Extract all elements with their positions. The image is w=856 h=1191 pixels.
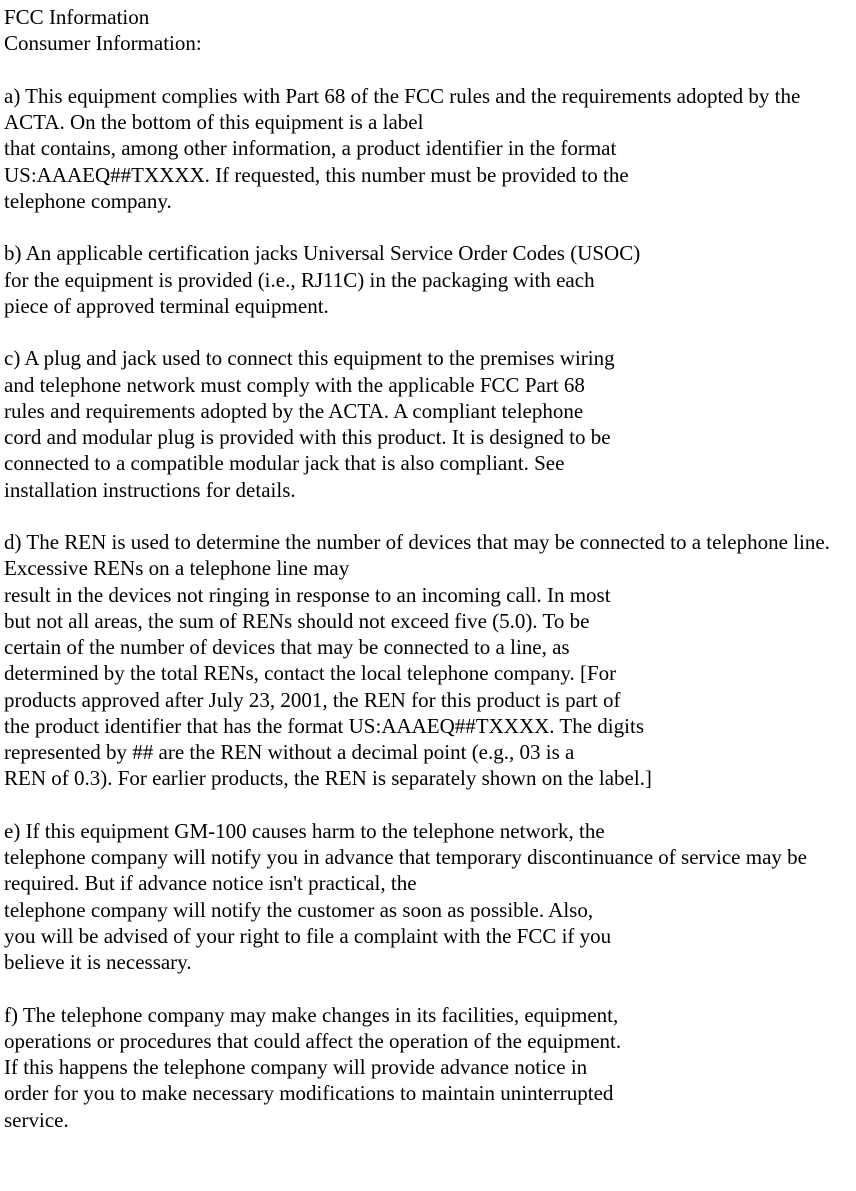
section-e-line: telephone company will notify you in adv… <box>4 844 852 897</box>
section-d-line: REN of 0.3). For earlier products, the R… <box>4 765 852 791</box>
section-d-line: products approved after July 23, 2001, t… <box>4 687 852 713</box>
section-c-line: and telephone network must comply with t… <box>4 372 852 398</box>
section-b-line: for the equipment is provided (i.e., RJ1… <box>4 267 852 293</box>
section-a-line: a) This equipment complies with Part 68 … <box>4 83 852 136</box>
page-title: FCC Information <box>4 4 852 30</box>
section-d-line: determined by the total RENs, contact th… <box>4 660 852 686</box>
section-c-line: connected to a compatible modular jack t… <box>4 450 852 476</box>
section-a-line: US:AAAEQ##TXXXX. If requested, this numb… <box>4 162 852 188</box>
section-f-line: f) The telephone company may make change… <box>4 1002 852 1028</box>
blank-line <box>4 503 852 529</box>
section-e-line: telephone company will notify the custom… <box>4 897 852 923</box>
section-d-line: represented by ## are the REN without a … <box>4 739 852 765</box>
section-f-line: order for you to make necessary modifica… <box>4 1080 852 1106</box>
blank-line <box>4 214 852 240</box>
section-c-line: c) A plug and jack used to connect this … <box>4 345 852 371</box>
section-f-line: operations or procedures that could affe… <box>4 1028 852 1054</box>
section-d-line: result in the devices not ringing in res… <box>4 582 852 608</box>
section-d-line: certain of the number of devices that ma… <box>4 634 852 660</box>
section-a-line: telephone company. <box>4 188 852 214</box>
section-d-line: the product identifier that has the form… <box>4 713 852 739</box>
blank-line <box>4 319 852 345</box>
section-f-line: service. <box>4 1107 852 1133</box>
section-e-line: e) If this equipment GM-100 causes harm … <box>4 818 852 844</box>
section-e-line: believe it is necessary. <box>4 949 852 975</box>
section-f-line: If this happens the telephone company wi… <box>4 1054 852 1080</box>
section-c-line: cord and modular plug is provided with t… <box>4 424 852 450</box>
section-a-line: that contains, among other information, … <box>4 135 852 161</box>
section-d-line: but not all areas, the sum of RENs shoul… <box>4 608 852 634</box>
blank-line <box>4 975 852 1001</box>
blank-line <box>4 57 852 83</box>
page-subtitle: Consumer Information: <box>4 30 852 56</box>
section-b-line: piece of approved terminal equipment. <box>4 293 852 319</box>
blank-line <box>4 792 852 818</box>
section-d-line: d) The REN is used to determine the numb… <box>4 529 852 582</box>
section-c-line: rules and requirements adopted by the AC… <box>4 398 852 424</box>
section-b-line: b) An applicable certification jacks Uni… <box>4 240 852 266</box>
section-e-line: you will be advised of your right to fil… <box>4 923 852 949</box>
section-c-line: installation instructions for details. <box>4 477 852 503</box>
